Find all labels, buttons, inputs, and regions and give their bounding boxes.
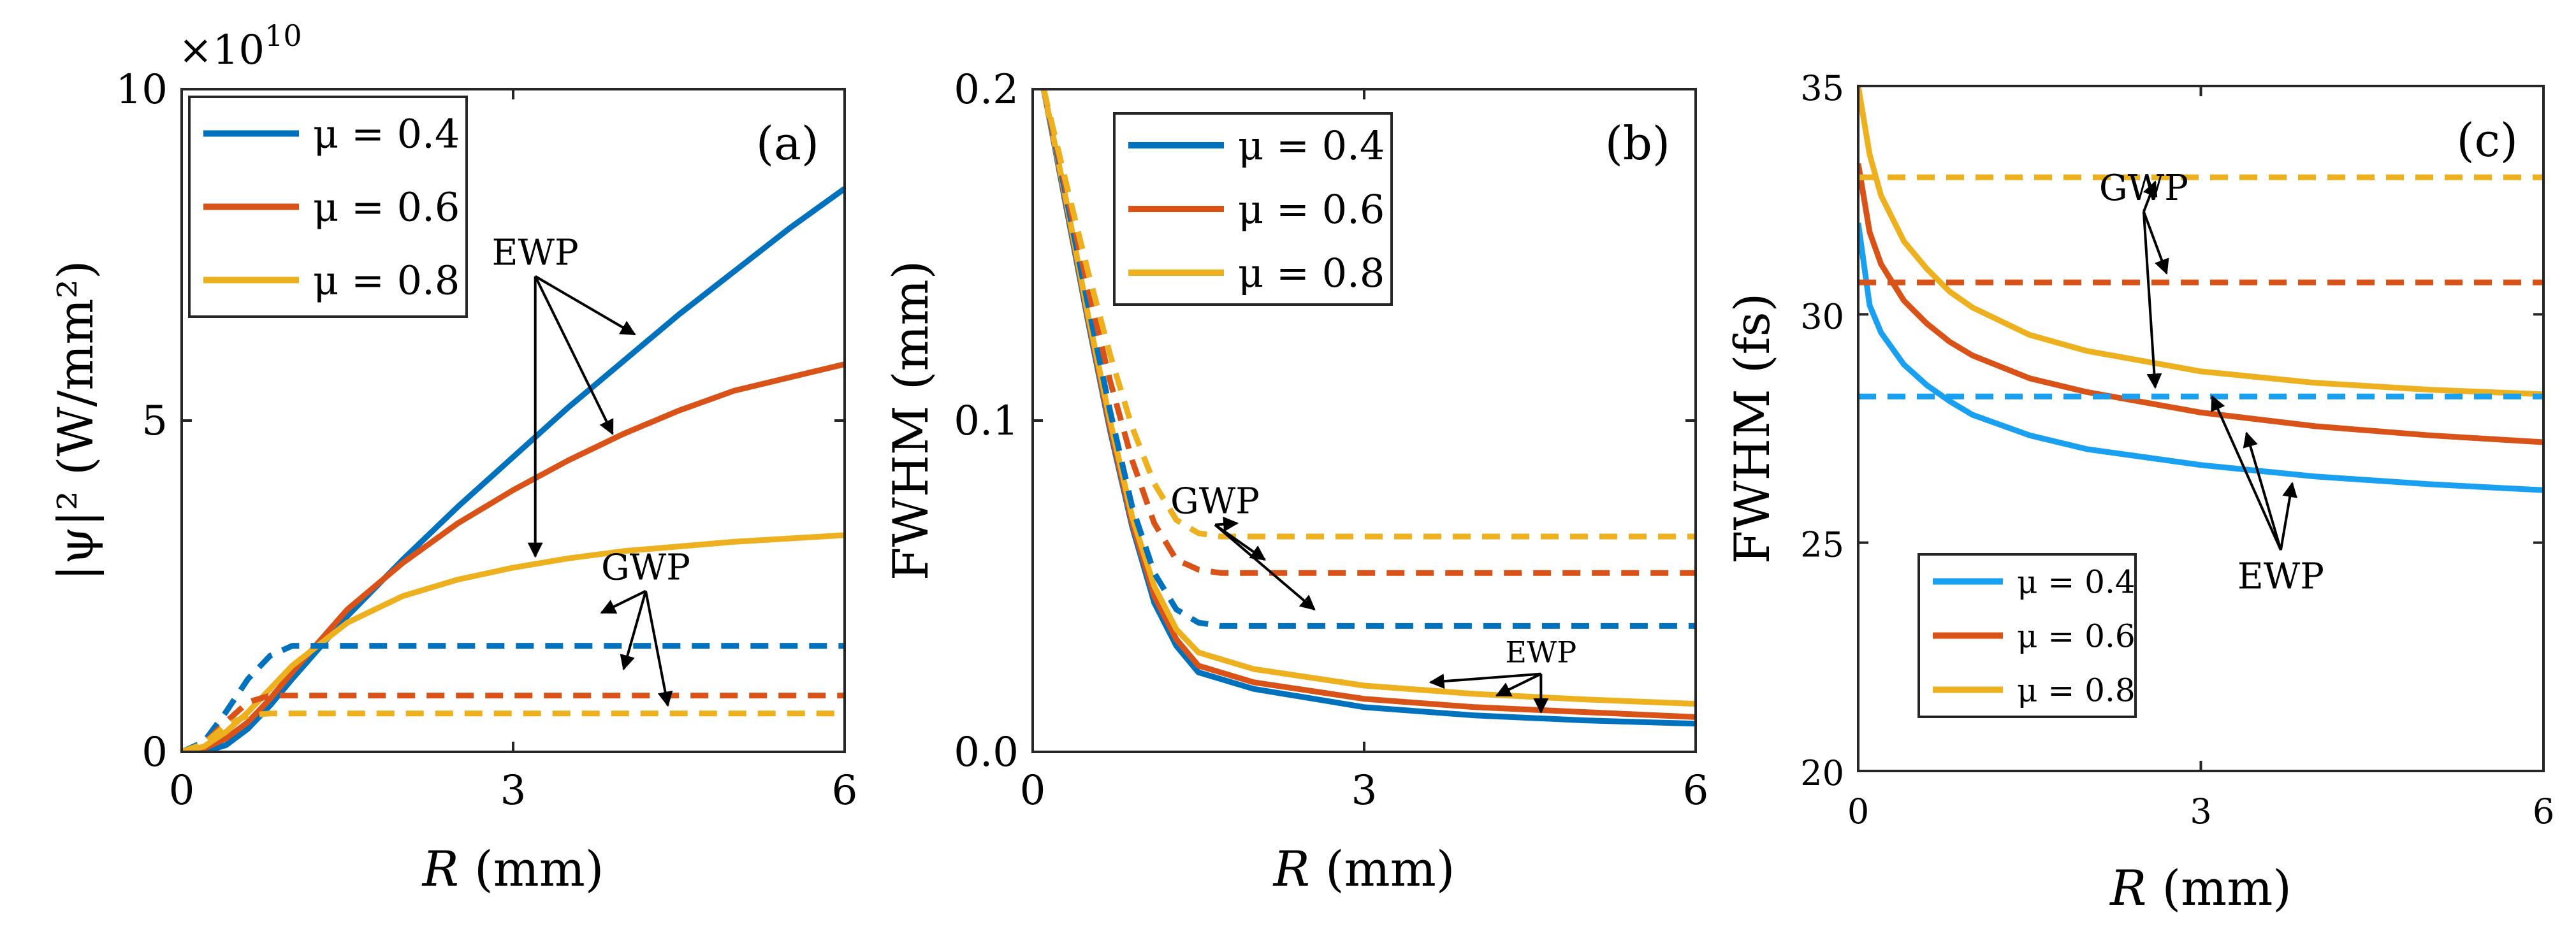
annotation-arrow <box>620 591 647 671</box>
annotation-arrow <box>1214 516 1239 532</box>
annotation-arrow <box>2243 431 2282 551</box>
y-tick-label: 20 <box>1800 753 1844 793</box>
annotation-arrow <box>2143 180 2158 212</box>
series-group <box>1858 86 2543 493</box>
y-multiplier: ×1010 <box>178 18 302 74</box>
legend-label: μ = 0.8 <box>313 257 460 304</box>
annotation-arrow <box>2211 395 2282 551</box>
y-multiplier-exponent: 10 <box>265 18 302 53</box>
y-tick-label: 5 <box>142 398 168 445</box>
y-tick-label: 0.0 <box>954 729 1019 776</box>
legend-label: μ = 0.6 <box>1238 186 1385 233</box>
annotation-arrow <box>644 591 673 707</box>
annotation-arrow <box>2142 212 2162 389</box>
x-axis-label: R (mm) <box>2109 860 2292 916</box>
annotation-label: GWP <box>601 547 690 589</box>
x-tick-label: 0 <box>1847 791 1869 832</box>
series-group <box>182 186 845 752</box>
legend-label: μ = 0.8 <box>2017 672 2136 709</box>
legend-label: μ = 0.6 <box>2017 618 2136 655</box>
annotation-label: EWP <box>2238 556 2324 597</box>
annotation-arrow <box>2279 482 2298 551</box>
panel-1: 0 3 6 0.0 0.1 0.2 R (mm) FWHM (mm) (b) μ = 0.4 μ =… <box>882 66 1708 897</box>
annotation-arrow <box>534 275 614 435</box>
y-tick-label: 0.2 <box>954 66 1019 113</box>
annotation-label: EWP <box>1505 635 1576 670</box>
panel-label: (a) <box>756 117 819 170</box>
x-axis-label-symbol: R <box>2109 860 2146 916</box>
x-axis-label-unit: (mm) <box>459 840 604 897</box>
legend-label: μ = 0.4 <box>2017 564 2136 601</box>
panel-label: (b) <box>1605 117 1670 170</box>
annotation-arrow <box>534 275 636 336</box>
series-line-2 <box>1858 86 2543 398</box>
x-tick-label: 6 <box>832 767 858 814</box>
series-line-2 <box>1040 89 1696 707</box>
x-tick-label: 0 <box>1020 767 1046 814</box>
x-tick-label: 6 <box>1683 767 1709 814</box>
panel-0: 0 3 6 0 5 10 R (mm) |ψ|² (W/mm²) ×1010 (a) μ = 0.4… <box>47 18 857 897</box>
series-line-1 <box>182 361 845 752</box>
x-axis-label-symbol: R <box>421 840 459 897</box>
x-tick-label: 3 <box>1351 767 1378 814</box>
series-line-2 <box>182 532 845 752</box>
x-axis-label-symbol: R <box>1272 840 1310 897</box>
x-axis-label-unit: (mm) <box>2146 860 2292 916</box>
y-axis-label: |ψ|² (W/mm²) <box>47 260 104 580</box>
annotation-label: GWP <box>1170 481 1260 522</box>
x-axis-label: R (mm) <box>421 840 604 897</box>
y-multiplier-base: ×10 <box>178 27 265 74</box>
series-line-5 <box>182 710 845 752</box>
panel-label: (c) <box>2456 113 2518 167</box>
y-tick-label: 25 <box>1800 525 1844 565</box>
legend-label: μ = 0.8 <box>1238 250 1385 296</box>
x-tick-label: 3 <box>500 767 527 814</box>
annotation-arrow <box>600 589 646 614</box>
annotation-arrow <box>2143 211 2169 275</box>
y-tick-label: 30 <box>1800 296 1844 336</box>
y-axis-label: FWHM (mm) <box>882 261 939 581</box>
legend-label: μ = 0.4 <box>1238 122 1385 169</box>
annotation-arrow <box>1429 672 1541 689</box>
annotation-arrow <box>1214 524 1316 610</box>
y-tick-label: 0 <box>142 729 168 776</box>
y-tick-label: 0.1 <box>954 398 1019 445</box>
series-line-1 <box>1858 163 2543 445</box>
series-line-0 <box>182 186 845 752</box>
x-tick-label: 3 <box>2190 791 2211 832</box>
x-axis-label: R (mm) <box>1272 840 1455 897</box>
annotation-label: EWP <box>492 233 579 274</box>
y-tick-label: 10 <box>116 66 168 113</box>
x-tick-label: 6 <box>2533 791 2554 832</box>
series-line-3 <box>182 643 845 752</box>
y-axis-label: FWHM (fs) <box>1724 293 1780 565</box>
annotation-arrow <box>1495 672 1542 697</box>
y-tick-label: 35 <box>1800 68 1844 108</box>
series-line-0 <box>1858 222 2543 493</box>
x-tick-label: 0 <box>169 767 195 814</box>
panel-2: 0 3 6 20 25 30 35 R (mm) FWHM (fs) (c) μ = 0.4 μ = … <box>1724 68 2554 916</box>
legend-label: μ = 0.6 <box>313 184 460 231</box>
series-line-4 <box>182 693 845 752</box>
x-axis-label-unit: (mm) <box>1310 840 1455 897</box>
series-group <box>1040 89 1696 727</box>
annotation-label: GWP <box>2099 168 2188 209</box>
legend-label: μ = 0.4 <box>313 111 460 157</box>
